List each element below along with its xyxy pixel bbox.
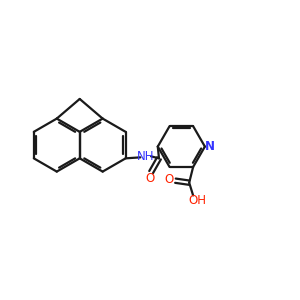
Text: O: O <box>146 172 155 185</box>
Text: OH: OH <box>188 194 206 207</box>
Text: NH: NH <box>136 150 154 163</box>
Text: N: N <box>205 140 215 153</box>
Text: O: O <box>164 173 173 186</box>
